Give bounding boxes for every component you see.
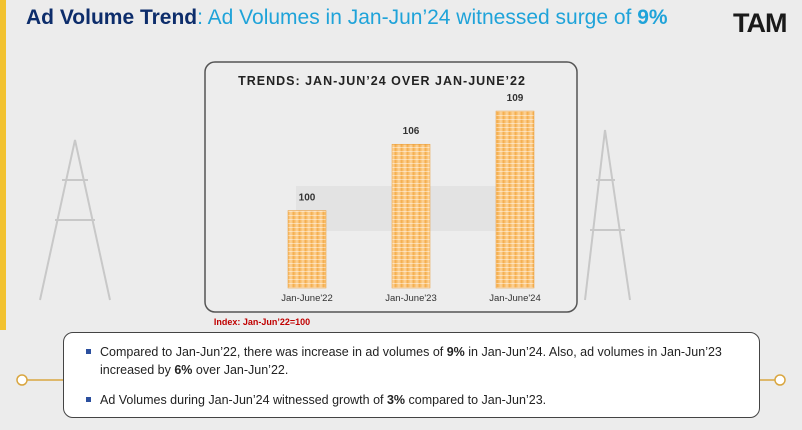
bullet: Ad Volumes during Jan-Jun’24 witnessed g… bbox=[86, 391, 743, 409]
header: Ad Volume Trend: Ad Volumes in Jan-Jun’2… bbox=[26, 6, 668, 30]
bullet-text: over Jan-Jun’22. bbox=[192, 363, 289, 378]
data-label: 109 bbox=[507, 93, 524, 104]
plot: Jan-June'22 100 Jan-June'23 106 Jan-June'24 1… bbox=[281, 93, 540, 304]
bullet-box: Compared to Jan-Jun’22, there was increa… bbox=[63, 332, 760, 418]
x-tick-label: Jan-June'24 bbox=[489, 293, 540, 304]
bullet-highlight: 6% bbox=[174, 363, 193, 378]
data-label: 106 bbox=[403, 126, 420, 137]
bullet-text: in Jan-Jun’24. Also, ad volumes in Jan-J… bbox=[100, 345, 722, 378]
bar bbox=[391, 143, 431, 289]
bullet-text: Compared to Jan-Jun’22, there was increa… bbox=[100, 345, 447, 359]
header-title: Ad Volume Trend bbox=[26, 6, 198, 29]
logo: TAM bbox=[733, 8, 787, 38]
bullet-text: Ad Volumes during Jan-Jun’24 witnessed g… bbox=[100, 393, 387, 408]
divider-dot bbox=[16, 374, 28, 386]
footnote: Index: Jan-Jun’22=100 bbox=[214, 317, 310, 327]
bullet-highlight: 9% bbox=[446, 345, 465, 359]
bullet-list: Compared to Jan-Jun’22, there was increa… bbox=[84, 343, 743, 409]
bullet-highlight: 3% bbox=[386, 393, 406, 408]
data-label: 100 bbox=[299, 193, 316, 204]
chart-title: TRENDS: JAN-JUN’24 OVER JAN-JUNE’22 bbox=[238, 74, 526, 88]
bar bbox=[287, 210, 327, 289]
towers bbox=[39, 129, 631, 301]
bullet-text: compared to Jan-Jun’23. bbox=[405, 393, 547, 408]
bullet: Compared to Jan-Jun’22, there was increa… bbox=[86, 343, 743, 379]
side-strip bbox=[0, 0, 6, 330]
x-tick-label: Jan-June'22 bbox=[281, 293, 332, 304]
x-tick-label: Jan-June'23 bbox=[385, 293, 436, 304]
divider-dot bbox=[774, 374, 786, 386]
header-subtitle: : Ad Volumes in Jan-Jun’24 witnessed sur… bbox=[197, 6, 638, 29]
bar bbox=[495, 110, 535, 289]
header-highlight: 9% bbox=[637, 6, 668, 29]
